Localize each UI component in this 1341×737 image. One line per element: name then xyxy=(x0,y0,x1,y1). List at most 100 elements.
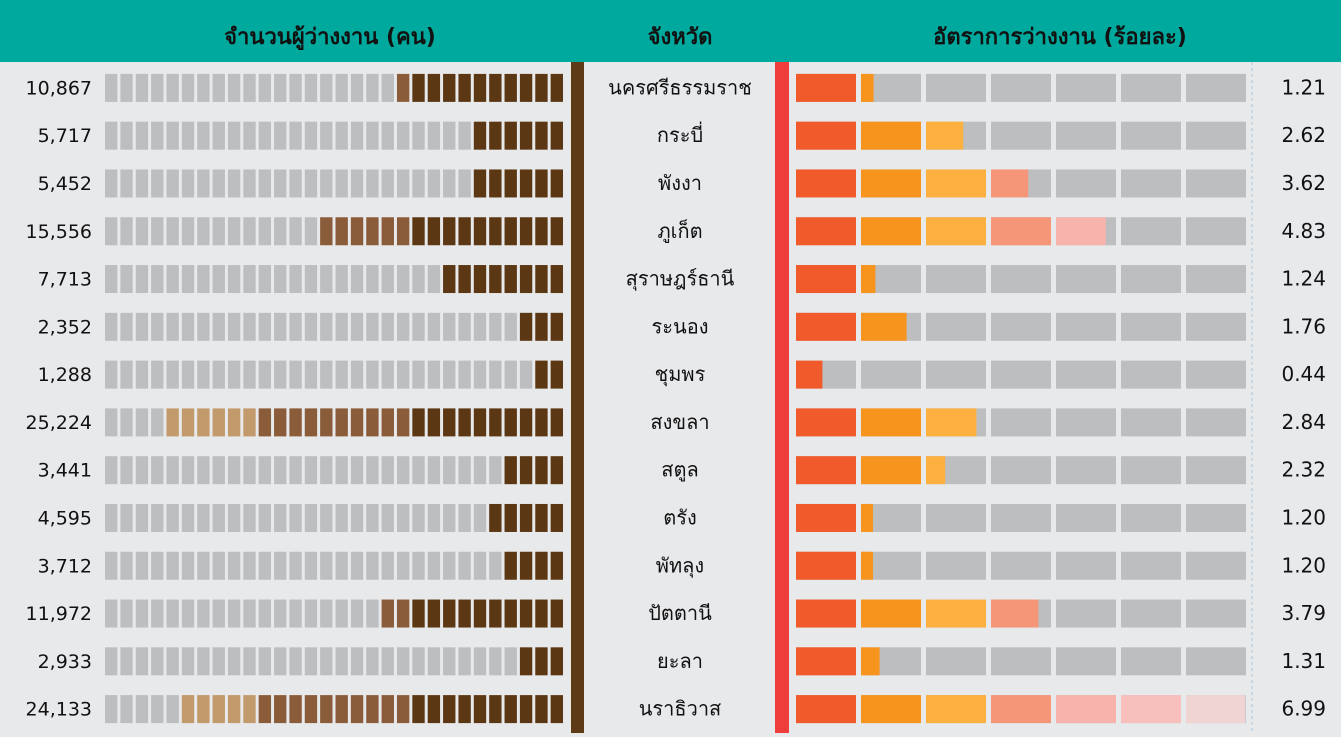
count-block-empty xyxy=(212,599,225,628)
rate-segment-bg xyxy=(926,73,986,102)
count-block xyxy=(396,408,410,437)
count-block xyxy=(412,73,425,102)
count-block-empty xyxy=(227,169,241,198)
count-block-empty xyxy=(227,73,241,102)
rate-segment-bg xyxy=(1186,312,1246,341)
count-block-empty xyxy=(412,265,425,294)
rate-segment xyxy=(796,169,856,198)
rate-segment-bg xyxy=(991,360,1051,389)
rate-segment-bg xyxy=(1121,456,1181,485)
rate-label: 1.20 xyxy=(1281,553,1326,577)
count-block xyxy=(519,312,533,341)
count-block-empty xyxy=(274,599,287,628)
count-block-empty xyxy=(151,217,164,246)
count-label: 5,717 xyxy=(38,125,92,147)
rate-segment xyxy=(796,73,856,102)
rate-segment-bg xyxy=(1056,647,1116,676)
rate-header: อัตราการว่างงาน (ร้อยละ) xyxy=(933,25,1187,50)
count-block-empty xyxy=(274,169,287,198)
count-block-empty xyxy=(335,647,348,676)
count-block-empty xyxy=(227,312,241,341)
count-block-empty xyxy=(105,73,118,102)
count-block xyxy=(412,695,425,724)
count-block-empty xyxy=(166,312,179,341)
province-label: สงขลา xyxy=(650,410,709,434)
count-block-empty xyxy=(427,360,441,389)
rate-segment-bg xyxy=(1186,599,1246,628)
count-block-empty xyxy=(350,265,364,294)
count-block-empty xyxy=(289,647,302,676)
count-block xyxy=(504,169,517,198)
count-block xyxy=(550,360,563,389)
rate-segment xyxy=(861,599,921,628)
rate-segment-bg xyxy=(1186,503,1246,532)
count-block-empty xyxy=(243,265,256,294)
count-block-empty xyxy=(243,599,256,628)
count-block-empty xyxy=(227,456,241,485)
count-block-empty xyxy=(135,360,149,389)
count-block-empty xyxy=(274,503,287,532)
count-block-empty xyxy=(197,647,210,676)
count-block-empty xyxy=(443,169,456,198)
count-block-empty xyxy=(320,169,333,198)
count-block-empty xyxy=(304,647,318,676)
count-block xyxy=(473,265,487,294)
rate-label: 1.24 xyxy=(1281,267,1326,291)
rate-segment-bg xyxy=(1186,360,1246,389)
count-block-empty xyxy=(166,217,179,246)
count-block xyxy=(227,408,241,437)
count-block-empty xyxy=(151,360,164,389)
count-block xyxy=(366,408,379,437)
count-block-empty xyxy=(166,169,179,198)
count-block xyxy=(535,599,548,628)
count-block-empty xyxy=(212,360,225,389)
count-block-empty xyxy=(320,647,333,676)
province-label: สตูล xyxy=(661,458,698,483)
count-label: 3,441 xyxy=(38,460,92,482)
count-block-empty xyxy=(381,456,394,485)
count-block-empty xyxy=(181,121,195,150)
rate-segment-bg xyxy=(926,312,986,341)
count-block xyxy=(458,265,471,294)
count-block xyxy=(381,695,394,724)
count-block-empty xyxy=(105,265,118,294)
rate-segment-bg xyxy=(1056,599,1116,628)
count-block-empty xyxy=(366,312,379,341)
count-block-empty xyxy=(120,121,133,150)
count-block-empty xyxy=(473,360,487,389)
count-block-empty xyxy=(350,647,364,676)
count-block-empty xyxy=(181,599,195,628)
count-block-empty xyxy=(166,456,179,485)
count-block xyxy=(489,121,502,150)
count-block-empty xyxy=(320,503,333,532)
count-block-empty xyxy=(289,265,302,294)
count-block-empty xyxy=(366,503,379,532)
count-block xyxy=(274,408,287,437)
rate-segment-bg xyxy=(991,265,1051,294)
count-block-empty xyxy=(120,360,133,389)
count-block-empty xyxy=(289,73,302,102)
count-block xyxy=(489,599,502,628)
count-block-empty xyxy=(458,551,471,580)
count-block-empty xyxy=(151,599,164,628)
count-block-empty xyxy=(381,503,394,532)
rate-segment xyxy=(796,265,856,294)
count-block-empty xyxy=(197,360,210,389)
count-block xyxy=(458,695,471,724)
count-block-empty xyxy=(166,73,179,102)
count-block-empty xyxy=(304,503,318,532)
count-block-empty xyxy=(151,73,164,102)
count-block-empty xyxy=(135,695,149,724)
count-block-empty xyxy=(473,503,487,532)
rate-segment xyxy=(861,408,921,437)
count-block xyxy=(473,73,487,102)
rate-segment-bg xyxy=(1121,265,1181,294)
count-block xyxy=(489,265,502,294)
count-block xyxy=(535,408,548,437)
count-block xyxy=(519,121,533,150)
count-block-empty xyxy=(105,599,118,628)
count-block xyxy=(519,456,533,485)
count-block-empty xyxy=(458,312,471,341)
count-block-empty xyxy=(181,169,195,198)
count-block xyxy=(504,121,517,150)
